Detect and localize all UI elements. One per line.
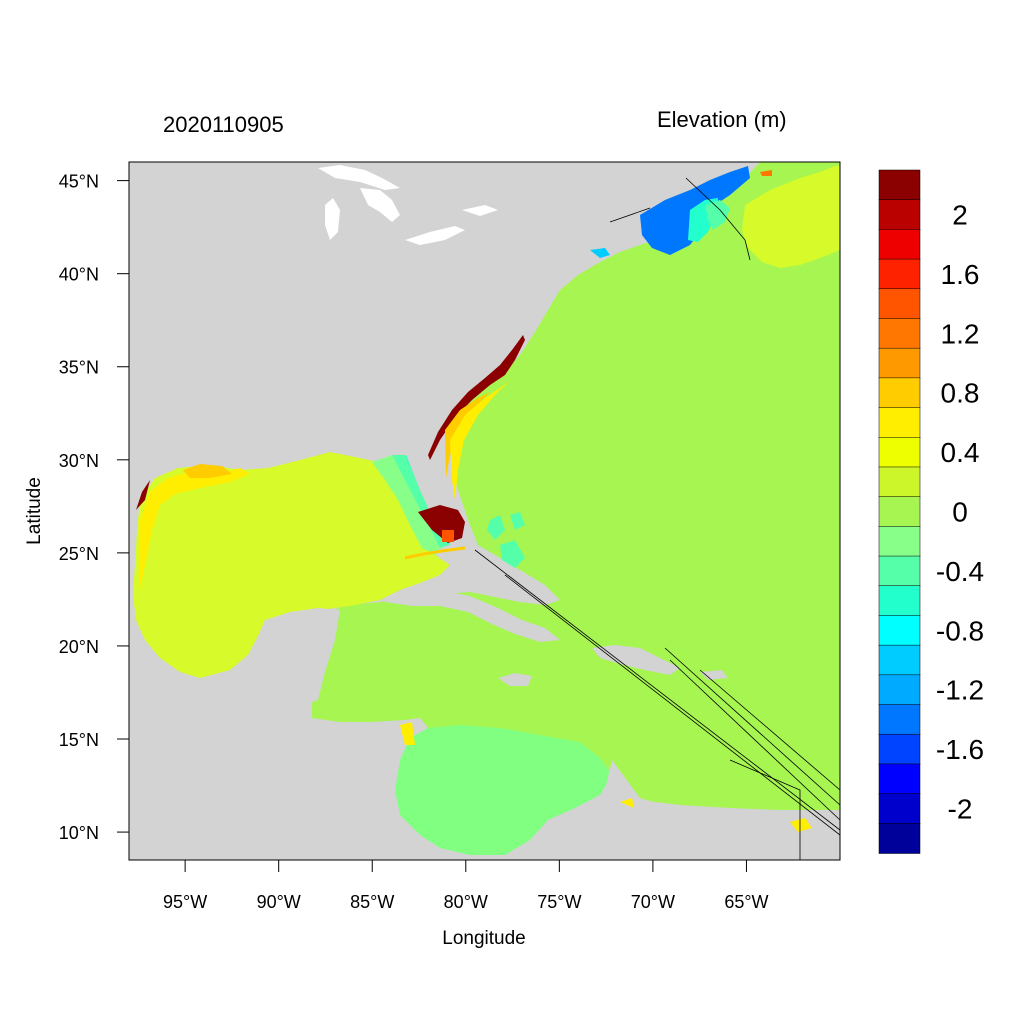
lesser-antilles-yellow — [790, 818, 812, 832]
colorbar-tick-label: 0.8 — [941, 378, 980, 409]
lon-axis: 95°W 90°W 85°W 80°W 75°W 70°W 65°W — [163, 860, 769, 912]
east-coast-surge — [428, 335, 525, 460]
texas-surge — [136, 480, 150, 510]
gulf-of-mexico — [133, 452, 450, 678]
lat-tick-label: 15°N — [59, 730, 99, 750]
colorbar-swatch — [878, 258, 921, 290]
x-axis-label: Longitude — [442, 928, 525, 949]
mesh-lines — [474, 177, 840, 860]
trinidad-yellow — [620, 798, 634, 808]
venezuela-coast — [540, 760, 840, 860]
bahamas-bank-a — [487, 515, 505, 540]
lon-tick-label: 85°W — [350, 892, 394, 912]
jamaica — [498, 673, 532, 686]
lat-tick-label: 30°N — [59, 451, 99, 471]
lake-superior — [318, 165, 400, 190]
colorbar-tick-label: 1.6 — [941, 259, 980, 290]
central-america — [129, 690, 430, 860]
hispaniola — [592, 645, 680, 675]
yucatan — [255, 608, 340, 705]
lat-tick-label: 40°N — [59, 265, 99, 285]
colorbar-swatch — [878, 585, 921, 617]
colorbar-swatch — [878, 763, 921, 795]
lon-tick-label: 80°W — [444, 892, 488, 912]
colorbar-tick-label: -0.4 — [936, 556, 984, 587]
colorbar-swatch — [878, 823, 921, 854]
colorbar-swatch — [878, 407, 921, 439]
colorbar-swatch — [878, 704, 921, 735]
colorbar-tick-label: -1.2 — [936, 675, 984, 706]
colorbar-tick-label: 0.4 — [941, 437, 980, 468]
colorbar-swatch — [878, 496, 921, 528]
lake-michigan — [325, 198, 340, 240]
colorbar-swatch — [878, 793, 921, 825]
cape-cod-setdown — [590, 248, 610, 258]
bahamas-bank-c — [510, 512, 525, 530]
lake-huron — [360, 188, 400, 222]
colorbar-swatch — [878, 288, 921, 320]
colorbar-tick-label: 2 — [952, 200, 968, 231]
lon-tick-label: 70°W — [631, 892, 675, 912]
date-title: 2020110905 — [163, 112, 284, 137]
units-title: Elevation (m) — [657, 107, 787, 132]
cuba — [385, 590, 560, 642]
lat-axis: 45°N 40°N 35°N 30°N 25°N 20°N 15°N 10°N — [59, 172, 129, 843]
colorbar-swatch — [878, 318, 921, 349]
puerto-rico — [700, 670, 728, 680]
keys-surge — [442, 530, 454, 542]
colorbar-tick-label: -2 — [948, 793, 973, 824]
colorbar-labels: 2 1.6 1.2 0.8 0.4 0 -0.4 -0.8 -1.2 -1.6 -2 — [936, 200, 984, 825]
colorbar-swatch — [878, 466, 921, 498]
colorbar-swatch — [878, 615, 921, 646]
colorbar-swatch — [878, 526, 921, 557]
scotian-shelf — [742, 166, 840, 268]
colorbar-swatch — [878, 674, 921, 706]
gulf-maine-orange — [760, 170, 772, 176]
colorbar-swatch — [878, 169, 921, 201]
lon-tick-label: 95°W — [163, 892, 207, 912]
lon-tick-label: 90°W — [257, 892, 301, 912]
lon-tick-label: 75°W — [537, 892, 581, 912]
bahamas-bank-b — [500, 540, 525, 568]
colorbar-swatch — [878, 199, 921, 231]
colorbar-swatch — [878, 644, 921, 676]
lat-tick-label: 35°N — [59, 358, 99, 378]
y-axis-label: Latitude — [24, 477, 45, 545]
colorbar-swatch — [878, 733, 921, 765]
florida-shelf-a — [372, 455, 445, 555]
gulf-coast-setup — [140, 468, 250, 590]
colorbar-tick-label: -1.6 — [936, 734, 984, 765]
lake-ontario — [462, 205, 498, 216]
east-coast-setup-yellow — [450, 380, 510, 500]
colorbar — [878, 169, 921, 854]
atlantic-ocean — [312, 162, 840, 810]
caribbean-low — [395, 725, 612, 855]
lon-tick-label: 65°W — [724, 892, 768, 912]
colorbar-swatch — [878, 555, 921, 587]
lat-tick-label: 45°N — [59, 172, 99, 192]
lake-erie — [405, 226, 465, 245]
colorbar-tick-label: 0 — [952, 497, 968, 528]
maine-shelf-outer — [705, 200, 730, 230]
colorbar-swatch — [878, 377, 921, 409]
colorbar-swatch — [878, 347, 921, 379]
lat-tick-label: 20°N — [59, 637, 99, 657]
map-panel — [129, 162, 840, 860]
colorbar-tick-label: 1.2 — [941, 318, 980, 349]
colorbar-swatch — [878, 229, 921, 260]
colorbar-swatch — [878, 437, 921, 468]
florida-tip-ring — [404, 546, 466, 560]
colorbar-tick-label: -0.8 — [936, 615, 984, 646]
plot-frame — [128, 161, 841, 861]
bay-setup — [183, 464, 232, 478]
lat-tick-label: 10°N — [59, 823, 99, 843]
honduras-yellow — [400, 722, 415, 745]
lat-tick-label: 25°N — [59, 544, 99, 564]
